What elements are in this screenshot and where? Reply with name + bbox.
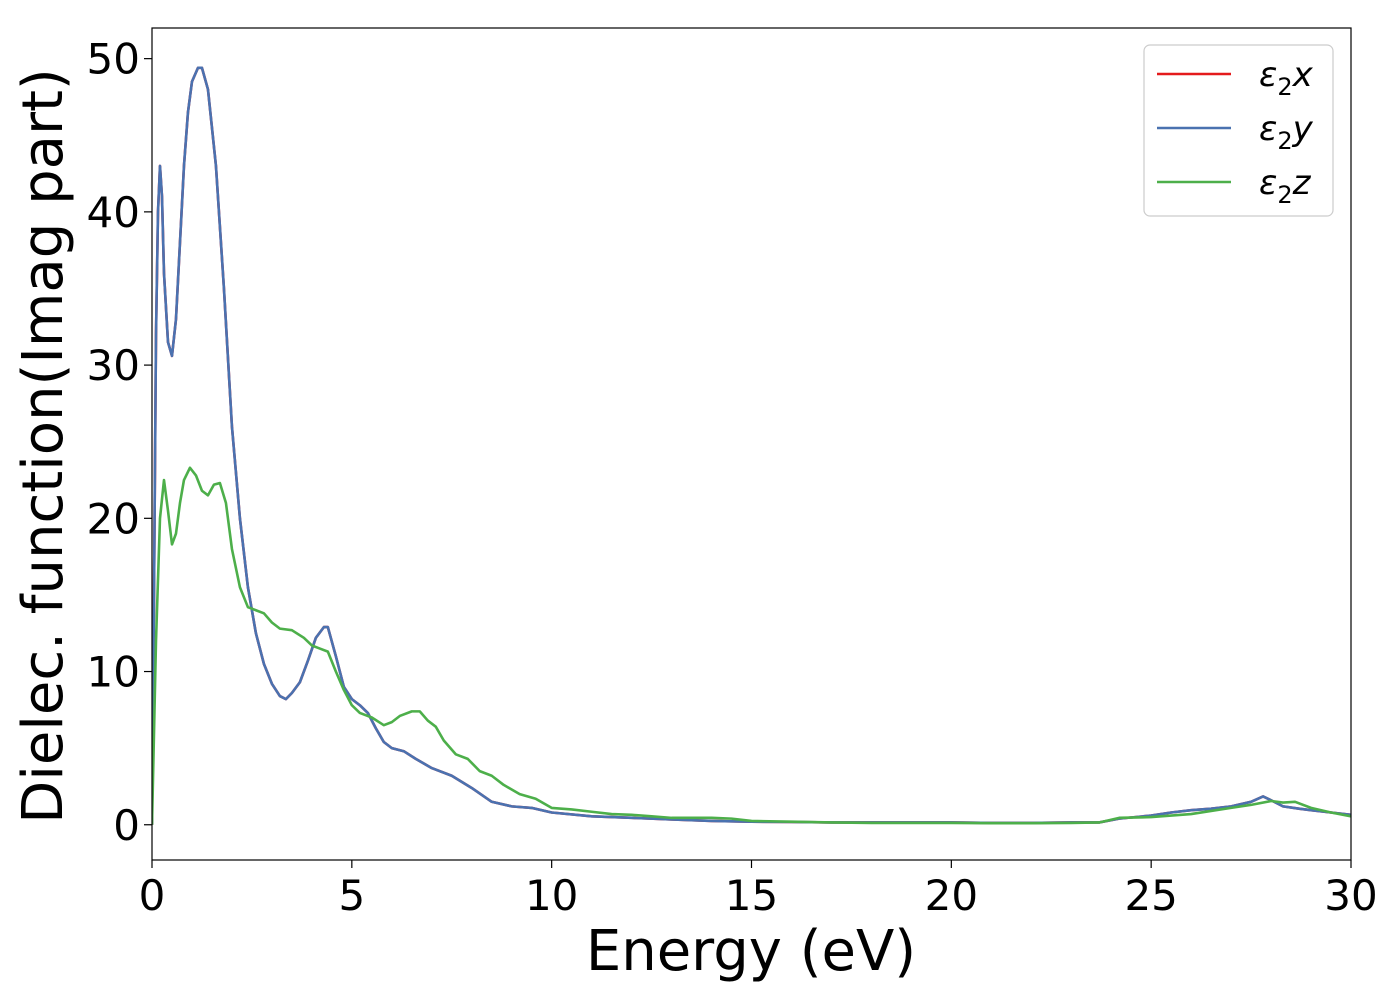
x-axis-label: Energy (eV) — [586, 919, 916, 984]
x-tick-label: 20 — [925, 871, 978, 920]
x-tick-label: 25 — [1124, 871, 1177, 920]
y-tick-label: 20 — [87, 494, 140, 543]
legend: ε2x ε2y ε2z — [1143, 44, 1334, 217]
y-tick-label: 40 — [87, 188, 140, 237]
legend-entry-x: ε2x — [1259, 55, 1314, 101]
x-tick-label: 5 — [338, 871, 365, 920]
x-tick-label: 0 — [139, 871, 166, 920]
legend-entry-z: ε2z — [1259, 163, 1312, 209]
y-axis-label: Dielec. function(Imag part) — [11, 68, 76, 824]
y-tick-label: 30 — [87, 341, 140, 390]
y-tick-label: 50 — [87, 35, 140, 84]
x-axis: 0 5 10 15 20 25 30 — [139, 860, 1378, 920]
y-tick-label: 10 — [87, 648, 140, 697]
x-tick-label: 10 — [525, 871, 578, 920]
legend-box — [1143, 44, 1334, 217]
y-axis: 0 10 20 30 40 50 — [87, 35, 152, 850]
legend-entry-y: ε2y — [1259, 109, 1314, 155]
x-tick-label: 30 — [1324, 871, 1377, 920]
series-line-z — [152, 466, 1351, 825]
x-tick-label: 15 — [725, 871, 778, 920]
y-tick-label: 0 — [113, 801, 140, 850]
